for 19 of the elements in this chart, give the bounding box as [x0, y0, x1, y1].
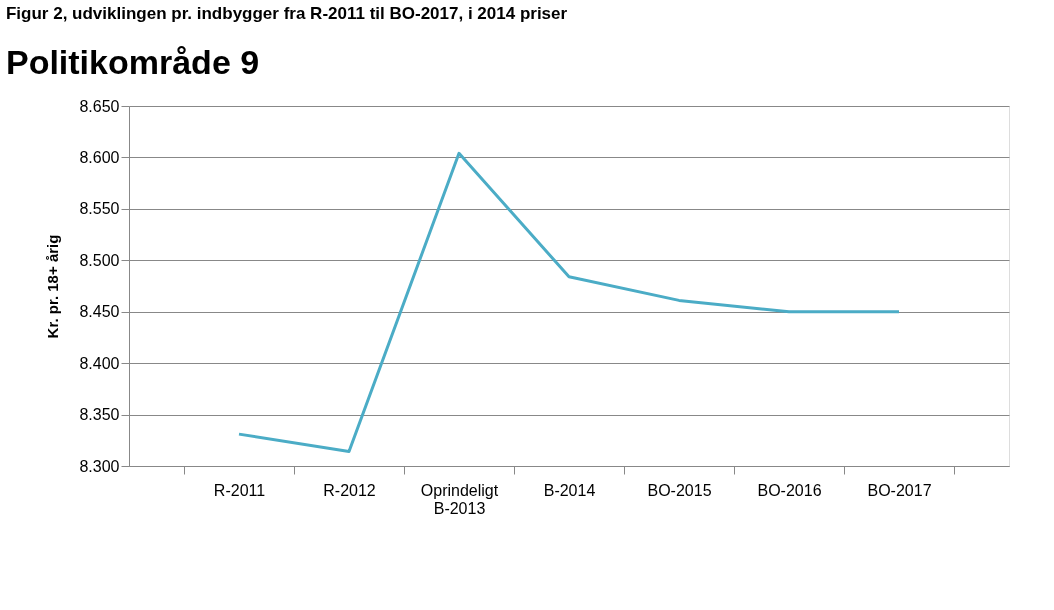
y-tick-label: 8.450 — [79, 303, 120, 321]
y-axis-title: Kr. pr. 18+ årig — [44, 234, 62, 339]
x-tick-label: BO-2016 — [757, 481, 822, 499]
y-tick-label: 8.500 — [79, 251, 120, 269]
y-tick-label: 8.350 — [79, 406, 120, 424]
x-tick-label: R-2012 — [323, 481, 376, 499]
x-tick-label: R-2011 — [213, 481, 266, 499]
line-series — [237, 151, 901, 454]
x-tick-label: Oprindeligt B-2013 — [420, 481, 499, 517]
x-tick-label: B-2014 — [543, 481, 596, 499]
chart-subtitle: Politikområde 9 — [5, 43, 260, 81]
x-tick-label: BO-2017 — [867, 481, 932, 499]
x-tick-label: BO-2015 — [647, 481, 712, 499]
y-tick-label: 8.400 — [79, 354, 120, 372]
y-tick-label: 8.650 — [79, 97, 120, 115]
y-tick-label: 8.600 — [79, 148, 120, 166]
y-tick-label: 8.550 — [79, 200, 120, 218]
y-tick-label: 8.300 — [79, 457, 120, 475]
chart-title: Figur 2, udviklingen pr. indbygger fra R-2011 til BO-2017, i 2014 priser — [5, 4, 568, 23]
